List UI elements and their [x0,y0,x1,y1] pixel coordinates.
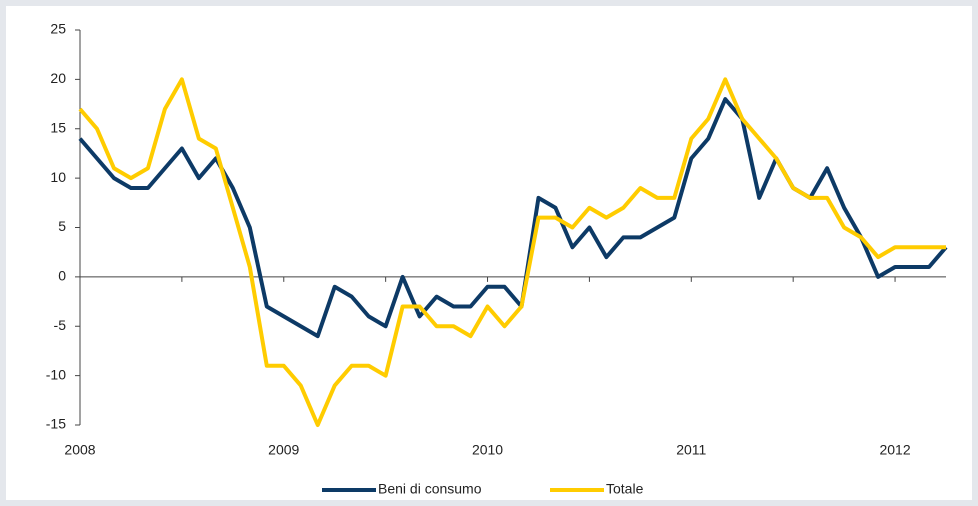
y-tick-label: 0 [58,268,66,284]
y-tick-label: -5 [54,317,67,333]
y-tick-label: -15 [46,416,66,432]
legend-label: Beni di consumo [378,481,482,497]
y-tick-label: 15 [50,119,66,135]
x-tick-label: 2012 [879,442,910,458]
y-tick-label: 25 [50,21,66,37]
chart-background [6,6,972,500]
y-tick-label: 5 [58,218,66,234]
y-tick-label: 20 [50,70,66,86]
series-line [78,77,946,427]
x-tick-label: 2011 [676,442,706,458]
x-tick-label: 2008 [64,442,95,458]
x-tick-label: 2009 [268,442,299,458]
y-tick-label: -10 [46,366,66,382]
legend-label: Totale [606,481,644,497]
x-tick-label: 2010 [472,442,503,458]
y-tick-label: 10 [50,169,66,185]
